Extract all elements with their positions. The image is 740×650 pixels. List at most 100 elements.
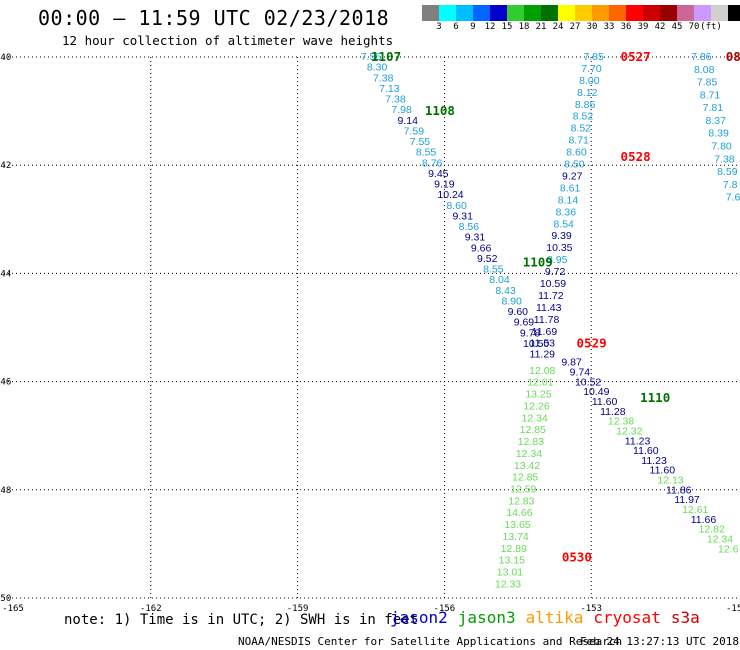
swh-value-label: 11.60 [650, 465, 676, 477]
swh-value-label: 7.81 [703, 102, 724, 114]
swh-value-label: 7.70 [581, 63, 602, 75]
swh-value-label: 8.71 [700, 89, 721, 101]
swh-value-label: 11.43 [536, 302, 562, 314]
swh-value-label: 8.61 [560, 182, 581, 194]
swh-value-label: 11.86 [666, 484, 692, 496]
colorbar-tick-label: 36 [620, 22, 632, 32]
swh-value-label: 8.60 [446, 200, 467, 212]
swh-value-label: 9.31 [453, 210, 474, 222]
colorbar-tick-label: 42 [654, 22, 666, 32]
legend-jason3: jason3 [457, 608, 516, 627]
x-tick-label: -159 [287, 604, 309, 614]
swh-value-label: 8.54 [553, 218, 574, 230]
colorbar-swatch [609, 5, 626, 21]
colorbar-swatch [490, 5, 507, 21]
swh-value-label: 12.83 [508, 495, 534, 507]
swh-value-label: 11.23 [641, 455, 667, 467]
swh-value-label: 12.83 [518, 436, 544, 448]
swh-value-label: 8.08 [694, 64, 715, 76]
swh-value-label: 9.87 [561, 357, 582, 369]
swh-value-label: 12.01 [527, 377, 553, 389]
swh-value-label: 12.32 [616, 425, 642, 437]
swh-value-label: 8.14 [558, 194, 579, 206]
swh-value-label: 8.52 [573, 111, 594, 123]
colorbar-swatch [422, 5, 439, 21]
colorbar-swatch [711, 5, 728, 21]
swh-value-label: 8.95 [547, 254, 568, 266]
swh-value-label: 9.19 [434, 179, 455, 191]
swh-value-label: 9.14 [397, 115, 418, 127]
swh-value-label: 9.45 [428, 168, 449, 180]
swh-value-label: 8.76 [422, 157, 443, 169]
swh-value-label: 7.8 [723, 179, 738, 191]
colorbar-swatch [592, 5, 609, 21]
swh-value-label: 11.53 [530, 338, 556, 350]
swh-value-label: 8.04 [489, 274, 510, 286]
swh-value-label: 11.66 [691, 514, 717, 526]
swh-value-label: 7.98 [391, 104, 412, 116]
colorbar-tick-label: 12 [484, 22, 496, 32]
swh-value-label: 8.56 [459, 221, 480, 233]
swh-value-label: 13.15 [499, 555, 525, 567]
swh-value-label: 12.34 [522, 412, 548, 424]
swh-value-label: 11.28 [600, 406, 626, 418]
x-tick-label: -153 [580, 604, 602, 614]
swh-value-label: 11.60 [592, 396, 618, 408]
colorbar-swatch [660, 5, 677, 21]
swh-value-label: 11.72 [538, 290, 564, 302]
colorbar-swatch [643, 5, 660, 21]
swh-value-label: 7.6 [726, 192, 740, 204]
x-tick-label: -162 [140, 604, 162, 614]
timestamp: Feb 24 13:27:13 UTC 2018 [580, 635, 739, 648]
x-tick-label: -150 [726, 604, 740, 614]
swh-value-label: 14.66 [506, 507, 532, 519]
swh-value-label: 9.72 [545, 266, 566, 278]
swh-value-label: 9.27 [562, 170, 583, 182]
swh-value-label: 8.37 [706, 115, 727, 127]
y-tick-label: -44 [0, 269, 11, 279]
swh-value-label: 12.38 [608, 416, 634, 428]
pass-time-label: 0530 [562, 549, 592, 564]
swh-value-label: 12.82 [699, 524, 725, 536]
satellite-legend: jason2 jason3 altika cryosat s3a [390, 608, 710, 627]
swh-value-label: 7.80 [711, 141, 732, 153]
pass-time-label: 08 [726, 49, 740, 64]
colorbar-tick-label: 21 [535, 22, 547, 32]
swh-value-label: 9.31 [465, 232, 486, 244]
swh-value-label: 7.59 [404, 125, 425, 137]
pass-time-label: 0529 [577, 336, 607, 351]
swh-value-label: 12.85 [512, 472, 538, 484]
pass-time-label: 1107 [371, 49, 401, 64]
swh-value-label: 12.6 [718, 543, 739, 555]
swh-value-label: 8.71 [568, 135, 589, 147]
colorbar-tick-label: 39 [637, 22, 649, 32]
page-title: 00:00 – 11:59 UTC 02/23/2018 [38, 6, 390, 30]
colorbar-tick-label: 33 [603, 22, 615, 32]
swh-value-label: 8.00 [579, 75, 600, 87]
swh-value-label: 9.60 [508, 306, 529, 318]
swh-value-label: 13.65 [504, 519, 530, 531]
swh-value-label: 9.52 [477, 253, 498, 265]
colorbar-tick-label: 9 [470, 22, 476, 32]
swh-value-label: 12.89 [501, 543, 527, 555]
colorbar-tick-label: 3 [436, 22, 442, 32]
swh-value-label: 12.33 [495, 578, 521, 590]
swh-value-label: 8.90 [501, 295, 522, 307]
swh-value-label: 7.55 [410, 136, 431, 148]
colorbar-tick-label: (ft) [700, 22, 722, 32]
pass-time-label: 0528 [621, 149, 651, 164]
swh-value-label: 11.69 [532, 326, 558, 338]
swh-value-label: 8.60 [566, 147, 587, 159]
y-tick-label: -50 [0, 594, 11, 604]
y-tick-label: -48 [0, 486, 11, 496]
x-tick-label: -156 [434, 604, 456, 614]
y-tick-label: -40 [0, 53, 11, 63]
swh-value-label: 11.60 [633, 445, 659, 457]
swh-value-label: 13.01 [497, 567, 523, 579]
swh-value-label: 8.43 [495, 285, 516, 297]
swh-value-label: 13.42 [514, 460, 540, 472]
swh-value-label: 12.34 [707, 533, 733, 545]
colorbar-swatch [473, 5, 490, 21]
swh-value-label: 8.59 [717, 166, 738, 178]
